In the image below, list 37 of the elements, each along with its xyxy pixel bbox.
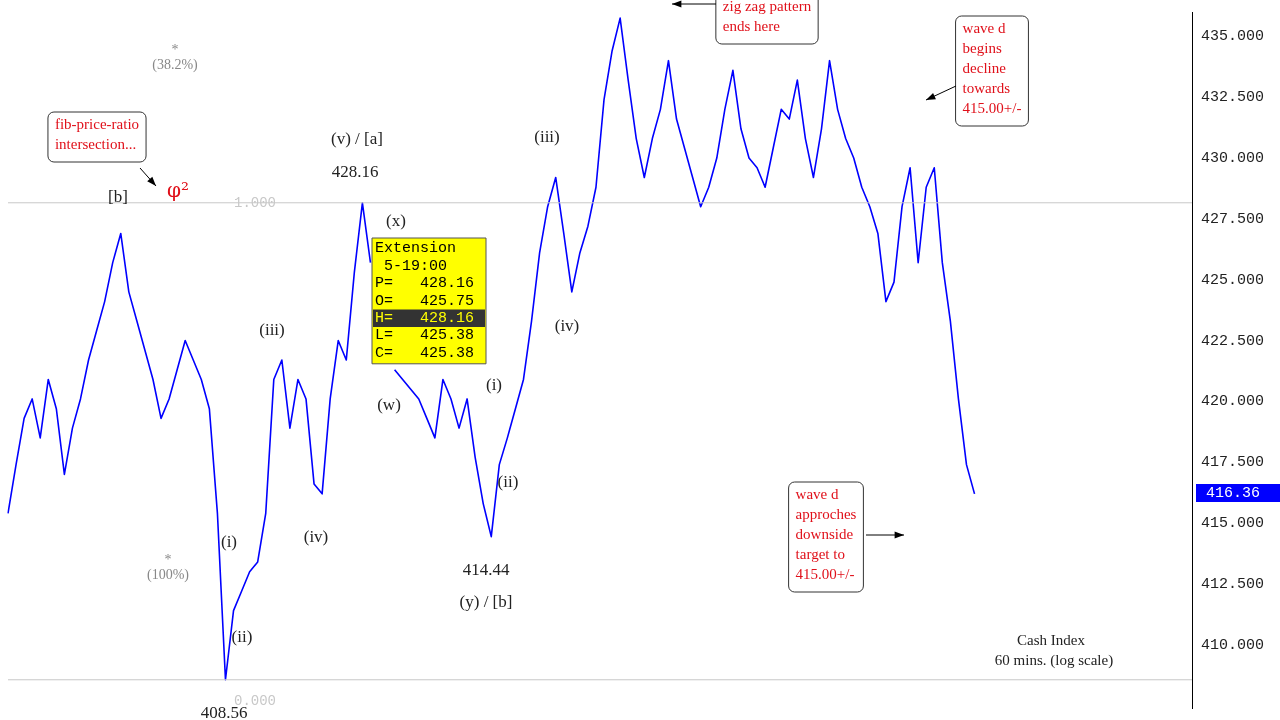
y-tick-label: 410.000 xyxy=(1201,636,1265,654)
y-tick-label: 420.000 xyxy=(1201,393,1265,411)
annotation: [b] xyxy=(108,187,128,207)
annotation: (v) / [a] xyxy=(331,129,383,149)
annotation: 414.44 xyxy=(462,560,510,580)
y-tick-label: 422.500 xyxy=(1201,332,1265,350)
text: 60 mins. (log scale) xyxy=(994,651,1114,669)
y-tick-label: 427.500 xyxy=(1201,210,1265,228)
annotation: (i) xyxy=(485,375,503,395)
annotation: (y) / [b] xyxy=(459,592,513,612)
annotation: Extension 5-19:00 P= 428.16 O= 425.75 H= 428.16 L= 425.38 C= 425.38 xyxy=(375,240,475,362)
annotation: φ² xyxy=(166,178,190,203)
annotation: (x) xyxy=(386,211,406,231)
annotation: * (38.2%) xyxy=(152,41,199,73)
annotation: (iv) xyxy=(554,316,580,336)
annotation: wave d begins decline towards 415.00+/- xyxy=(962,20,1022,117)
annotation: * (100%) xyxy=(147,551,190,583)
annotation: (ii) xyxy=(497,472,519,492)
y-tick-label: 430.000 xyxy=(1201,149,1265,167)
y-tick-label: 432.500 xyxy=(1201,89,1265,107)
annotation: (iv) xyxy=(303,527,329,547)
annotation: (w) xyxy=(377,395,401,415)
annotation: fib-price-ratio intersection... xyxy=(54,116,140,153)
annotation: (iii) xyxy=(259,320,285,340)
annotation: 428.16 xyxy=(331,162,379,182)
annotation: (ii) xyxy=(231,627,253,647)
y-tick-label: 435.000 xyxy=(1201,28,1265,46)
y-tick-label: 412.500 xyxy=(1201,575,1265,593)
y-tick-label: 417.500 xyxy=(1201,454,1265,472)
annotation: zig zag pattern ends here xyxy=(722,0,812,35)
y-tick-label: 415.000 xyxy=(1201,515,1265,533)
annotation: (iii) xyxy=(534,127,560,147)
annotation: (i) xyxy=(220,532,238,552)
text: 416.36 xyxy=(1206,484,1261,502)
annotation: wave d approches downside target to 415.00+/- xyxy=(795,486,857,583)
text: Cash Index xyxy=(1017,631,1086,648)
y-tick-label: 425.000 xyxy=(1201,271,1265,289)
